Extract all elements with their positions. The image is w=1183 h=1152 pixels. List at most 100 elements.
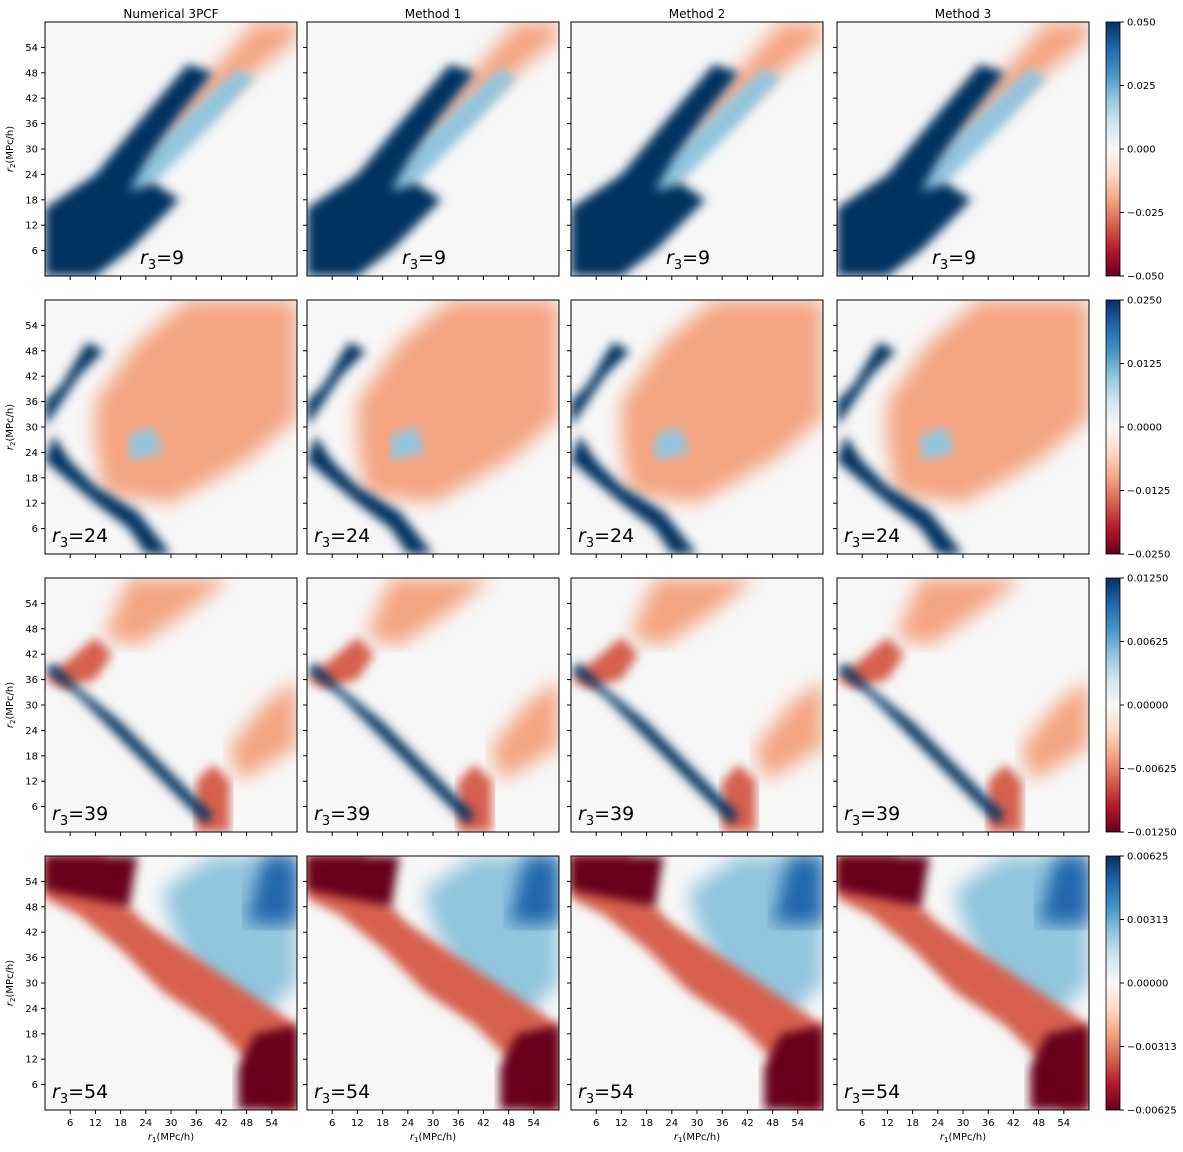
x-tick-label: 36 — [452, 1118, 465, 1129]
heatmap-region — [365, 578, 492, 646]
heatmap-region — [103, 578, 230, 646]
y-tick-label: 24 — [25, 1004, 38, 1015]
x-tick-label: 30 — [165, 1118, 178, 1129]
heatmap-panel: 6 12 18 24 30 36 42 48 54 r3=24 r2(MPc/h) — [5, 299, 298, 558]
heatmap-region — [45, 342, 104, 427]
x-tick-label: 36 — [982, 1118, 995, 1129]
heatmap-panel: r3=24 — [567, 299, 824, 558]
heatmap-region — [307, 435, 433, 554]
x-tick-label: 12 — [615, 1118, 628, 1129]
heatmap-panel: 6 12 18 24 30 36 42 48 54 r3=54 r1(MPc/h) — [567, 855, 824, 1144]
panel-label: r3=9 — [666, 247, 710, 273]
heatmap-region — [571, 662, 739, 824]
panel-label: r3=39 — [844, 803, 900, 829]
x-tick-label: 30 — [427, 1118, 440, 1129]
colorbar-tick-label: 0.00625 — [1127, 852, 1168, 863]
y-tick-label: 54 — [25, 599, 38, 610]
heatmap-region — [229, 679, 297, 782]
x-tick-label: 24 — [931, 1118, 944, 1129]
y-tick-label: 12 — [25, 221, 38, 232]
y-tick-label: 12 — [25, 499, 38, 510]
y-axis-label: r2(MPc/h) — [5, 682, 17, 728]
y-tick-label: 6 — [32, 802, 38, 813]
x-tick-label: 18 — [640, 1118, 653, 1129]
colorbar-tick-label: −0.0125 — [1127, 486, 1170, 497]
colorbar-gradient-bar — [1105, 21, 1121, 277]
x-tick-label: 48 — [766, 1118, 779, 1129]
y-tick-label: 24 — [25, 448, 38, 459]
heatmap-region — [912, 68, 1047, 209]
heatmap-region — [120, 68, 255, 209]
colorbar-tick-label: 0.0250 — [1127, 296, 1162, 307]
heatmap-region — [307, 64, 475, 276]
colorbar-tick-label: 0.01250 — [1127, 574, 1168, 585]
y-tick-label: 30 — [25, 145, 38, 156]
x-tick-label: 18 — [906, 1118, 919, 1129]
heatmap-region — [764, 1025, 823, 1110]
heatmap-region — [1038, 856, 1089, 924]
heatmap-region — [307, 342, 366, 427]
heatmap-region — [45, 856, 297, 1110]
x-tick-label: 12 — [351, 1118, 364, 1129]
heatmap-region — [837, 856, 1089, 1110]
heatmap-panel: r3=9 — [567, 21, 824, 280]
heatmap-region — [571, 435, 697, 554]
colorbar-tick-label: 0.00625 — [1127, 637, 1168, 648]
colorbar-tick-label: −0.0250 — [1127, 550, 1170, 561]
y-tick-label: 30 — [25, 979, 38, 990]
heatmap-region — [491, 679, 559, 782]
x-tick-label: 48 — [240, 1118, 253, 1129]
heatmap-panel: 6 12 18 24 30 36 42 48 54 r3=39 r2(MPc/h) — [5, 577, 298, 836]
panel-grid: 6 12 18 24 30 36 42 48 54 r3=9 r2(MPc/h) r3=9 r3=9 r3… — [5, 21, 1090, 1144]
x-tick-label: 48 — [502, 1118, 515, 1129]
x-tick-label: 36 — [716, 1118, 729, 1129]
heatmap-region — [246, 856, 297, 924]
x-tick-label: 6 — [593, 1118, 599, 1129]
y-tick-label: 36 — [25, 397, 38, 408]
x-tick-label: 12 — [881, 1118, 894, 1129]
panel-label: r3=24 — [578, 525, 634, 551]
heatmap-region — [646, 68, 781, 209]
heatmap-panel: 6 12 18 24 30 36 42 48 54 r3=9 r2(MPc/h) — [5, 21, 298, 280]
colorbar-tick-label: −0.025 — [1127, 208, 1164, 219]
heatmap-region — [571, 856, 823, 1110]
y-tick-label: 54 — [25, 877, 38, 888]
panel-label: r3=24 — [844, 525, 900, 551]
colorbar: 0.00625 0.00313 0.00000 −0.00313 −0.00625 — [1105, 852, 1177, 1117]
x-axis-label: r1(MPc/h) — [410, 1132, 456, 1144]
colorbar-tick-label: 0.0125 — [1127, 359, 1162, 370]
column-title: Numerical 3PCF — [123, 7, 218, 21]
panel-label: r3=9 — [932, 247, 976, 273]
colorbar-tick-label: −0.050 — [1127, 272, 1164, 283]
colorbar-gradient-bar — [1105, 577, 1121, 833]
x-tick-label: 24 — [665, 1118, 678, 1129]
heatmap-region — [129, 427, 163, 461]
colorbar: 0.050 0.025 0.000 −0.025 −0.050 — [1105, 18, 1164, 283]
x-tick-label: 6 — [859, 1118, 865, 1129]
heatmap-region — [655, 427, 689, 461]
y-tick-label: 48 — [25, 346, 38, 357]
heatmap-region — [837, 856, 930, 907]
x-tick-label: 6 — [329, 1118, 335, 1129]
x-tick-label: 18 — [114, 1118, 127, 1129]
panel-label: r3=9 — [402, 247, 446, 273]
heatmap-panel: r3=24 — [303, 299, 560, 558]
x-tick-label: 24 — [401, 1118, 414, 1129]
y-axis-label: r2(MPc/h) — [5, 960, 17, 1006]
y-tick-label: 36 — [25, 119, 38, 130]
heatmap-region — [837, 435, 963, 554]
y-tick-label: 48 — [25, 624, 38, 635]
panel-label: r3=39 — [52, 803, 108, 829]
colorbar-tick-label: 0.000 — [1127, 145, 1156, 156]
heatmap-region — [45, 662, 213, 824]
heatmap-region — [45, 856, 138, 907]
panel-label: r3=24 — [52, 525, 108, 551]
heatmap-panel: r3=39 — [567, 577, 824, 836]
heatmap-region — [837, 662, 1005, 824]
heatmap-region — [45, 64, 213, 276]
panel-label: r3=39 — [578, 803, 634, 829]
heatmap-panel: r3=9 — [833, 21, 1090, 280]
x-tick-label: 48 — [1032, 1118, 1045, 1129]
x-axis-label: r1(MPc/h) — [148, 1132, 194, 1144]
